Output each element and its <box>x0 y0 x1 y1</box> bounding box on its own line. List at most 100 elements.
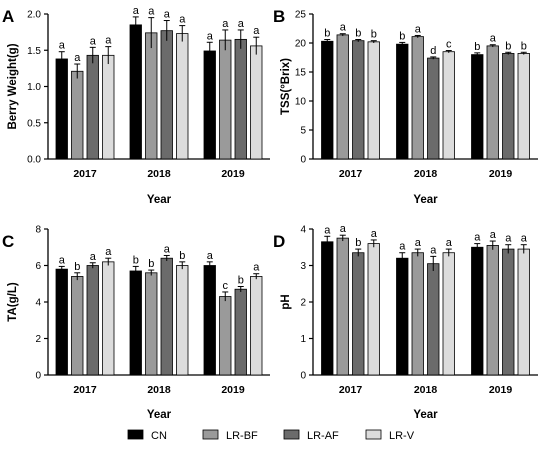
bar <box>502 248 515 376</box>
significance-letter: a <box>505 233 512 245</box>
legend: CN LR-BF LR-AF LR-V <box>127 429 415 442</box>
y-tick-label: 4 <box>35 298 41 309</box>
significance-letter: a <box>371 228 378 240</box>
bar <box>396 43 409 160</box>
bar <box>234 288 247 376</box>
y-tick-label: 4 <box>300 225 306 236</box>
significance-letter: a <box>521 233 528 245</box>
significance-letter: a <box>340 223 347 235</box>
significance-letter: a <box>105 246 112 258</box>
bar <box>145 272 158 376</box>
significance-letter: a <box>253 262 260 274</box>
significance-letter: a <box>474 232 481 244</box>
bar <box>129 270 142 376</box>
panel-letter: A <box>2 7 14 26</box>
legend-swatch <box>283 429 300 440</box>
x-tick-label: 2017 <box>339 384 363 396</box>
bar <box>336 237 349 376</box>
x-tick-label: 2019 <box>489 384 513 396</box>
significance-letter: a <box>74 52 81 64</box>
y-tick-label: 15 <box>295 68 307 79</box>
y-tick-label: 0.5 <box>27 118 41 129</box>
y-tick-label: 6 <box>35 261 41 272</box>
bar <box>250 45 263 160</box>
bar <box>486 245 499 376</box>
y-tick-label: 1.0 <box>27 82 41 93</box>
bar <box>86 54 99 160</box>
significance-letter: b <box>371 29 377 41</box>
bar <box>486 45 499 160</box>
significance-letter: b <box>148 258 154 270</box>
significance-letter: b <box>399 30 405 42</box>
bar <box>352 40 365 160</box>
bar <box>176 265 189 376</box>
significance-letter: a <box>490 229 497 241</box>
x-tick-label: 2019 <box>489 168 513 180</box>
bar <box>219 39 232 160</box>
y-tick-label: 3 <box>300 261 306 272</box>
bar <box>411 36 424 160</box>
significance-letter: a <box>133 5 140 17</box>
x-axis-title: Year <box>413 194 438 206</box>
bar <box>55 58 68 160</box>
bar <box>55 268 68 376</box>
significance-letter: a <box>207 250 214 262</box>
legend-label: LR-V <box>389 430 415 442</box>
bar <box>129 24 142 160</box>
significance-letter: a <box>446 237 453 249</box>
significance-letter: a <box>207 30 214 42</box>
y-tick-label: 10 <box>295 97 307 108</box>
bar <box>336 34 349 160</box>
significance-letter: a <box>148 6 155 18</box>
significance-letter: b <box>521 40 527 52</box>
y-axis-title: TA(g/L) <box>7 282 19 322</box>
y-tick-label: 1 <box>300 334 306 345</box>
y-tick-label: 5 <box>300 126 306 137</box>
bar <box>145 32 158 160</box>
legend-swatch <box>202 429 219 440</box>
x-tick-label: 2018 <box>147 168 171 180</box>
significance-letter: a <box>324 224 331 236</box>
x-tick-label: 2019 <box>221 384 245 396</box>
significance-letter: b <box>474 41 480 53</box>
bar <box>86 265 99 376</box>
significance-letter: b <box>238 274 244 286</box>
bar <box>442 252 455 376</box>
bar <box>176 33 189 160</box>
bar <box>517 53 530 160</box>
y-axis-title: pH <box>280 294 292 309</box>
significance-letter: a <box>253 25 260 37</box>
bar <box>502 53 515 160</box>
significance-letter: a <box>340 22 347 34</box>
y-tick-label: 1.5 <box>27 46 41 57</box>
y-tick-label: 0 <box>35 371 41 382</box>
bar <box>471 246 484 376</box>
bar <box>321 40 334 160</box>
significance-letter: a <box>490 33 497 45</box>
significance-letter: b <box>355 237 361 249</box>
significance-letter: a <box>164 9 171 21</box>
bar <box>427 57 440 160</box>
significance-letter: a <box>222 18 229 30</box>
significance-letter: a <box>238 18 245 30</box>
bar <box>203 265 216 376</box>
significance-letter: b <box>179 250 185 262</box>
bar <box>102 54 115 160</box>
bar <box>160 257 173 376</box>
bar <box>234 38 247 160</box>
significance-letter: b <box>324 28 330 40</box>
bar <box>203 50 216 160</box>
bar <box>321 241 334 376</box>
bar <box>352 252 365 376</box>
bar <box>411 252 424 376</box>
bar <box>160 30 173 160</box>
x-axis-title: Year <box>147 194 172 206</box>
y-tick-label: 0 <box>300 371 306 382</box>
x-axis-title: Year <box>147 409 172 421</box>
significance-letter: d <box>430 45 436 57</box>
significance-letter: a <box>59 254 66 266</box>
significance-letter: a <box>399 241 406 253</box>
